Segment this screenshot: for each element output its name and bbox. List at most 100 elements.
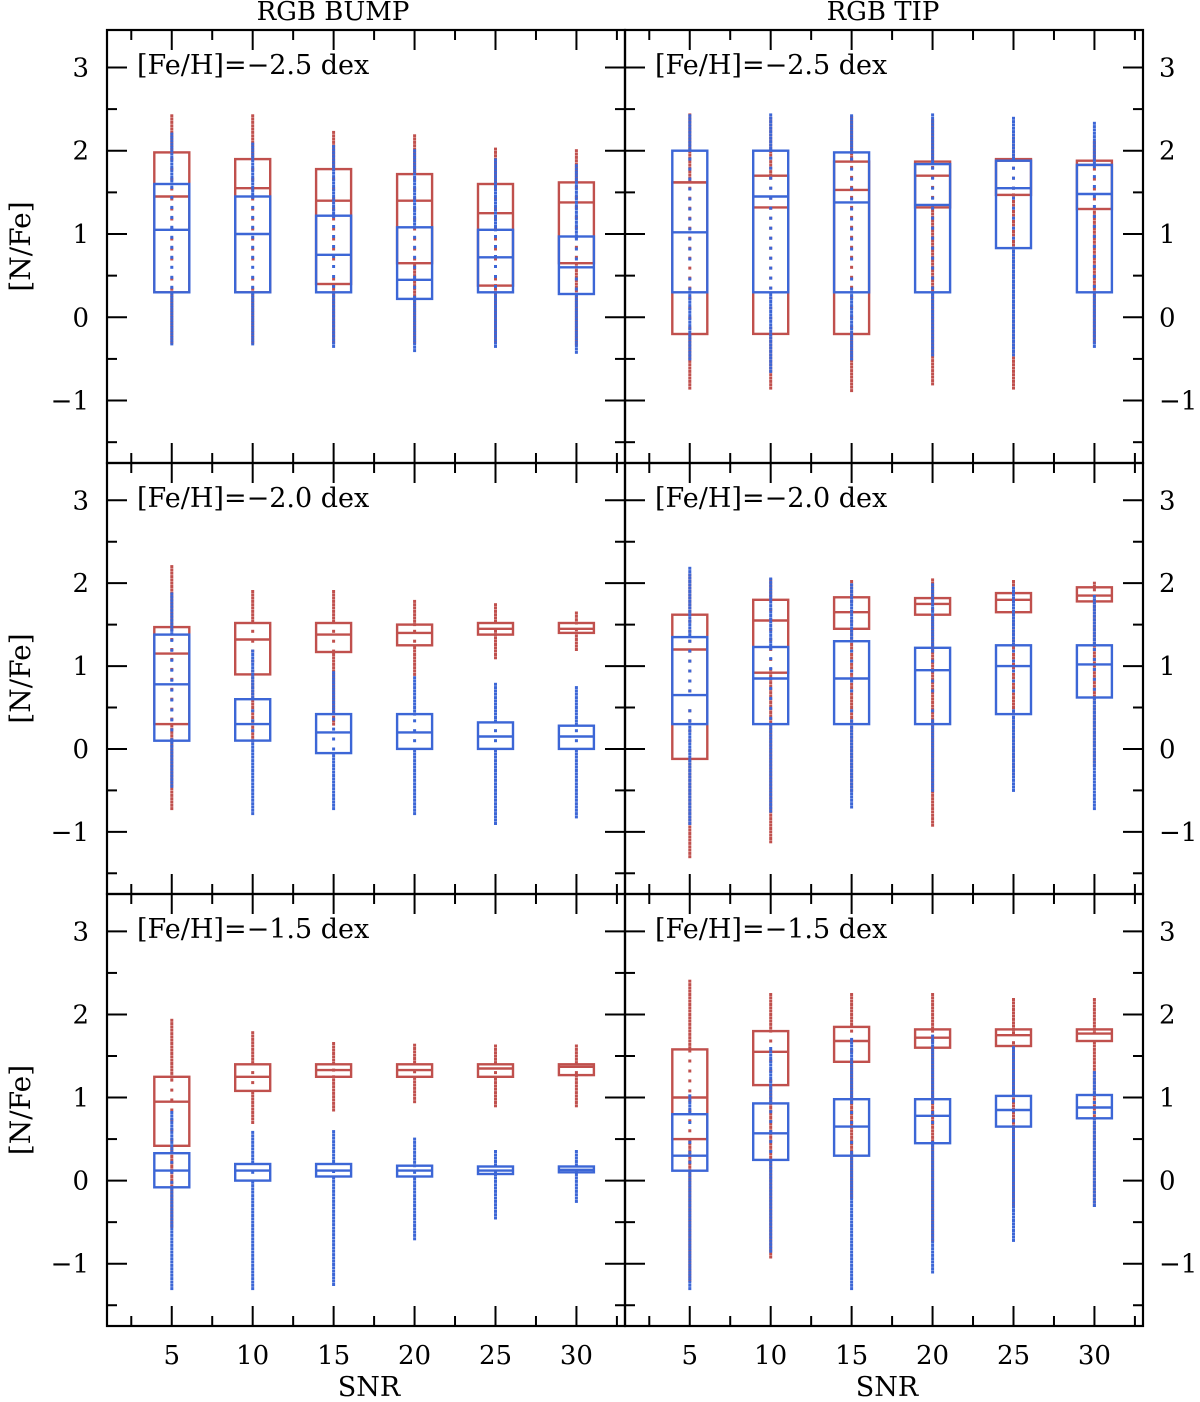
outlier-point xyxy=(251,1051,255,1055)
outlier-point xyxy=(931,616,935,620)
outlier-point xyxy=(1012,1114,1015,1118)
outlier-point xyxy=(170,310,174,314)
x-tick-label: 20 xyxy=(398,1341,431,1371)
outlier-point xyxy=(688,818,692,822)
outlier-point xyxy=(574,200,578,204)
outlier-point xyxy=(850,385,854,389)
outlier-point xyxy=(769,160,773,164)
outlier-point xyxy=(574,167,578,171)
outlier-point xyxy=(413,205,417,209)
outlier-point xyxy=(850,235,854,239)
y-tick-label: 3 xyxy=(1159,917,1176,947)
outlier-point xyxy=(332,800,336,804)
outlier-point xyxy=(769,1073,773,1077)
outlier-point xyxy=(332,596,336,600)
outlier-point xyxy=(413,599,417,603)
outlier-point xyxy=(931,583,935,587)
outlier-point xyxy=(931,760,935,764)
outlier-point xyxy=(931,333,935,337)
outlier-point xyxy=(494,686,497,690)
outlier-point xyxy=(769,1152,773,1156)
outlier-point xyxy=(931,1194,935,1198)
outlier-point xyxy=(850,1076,854,1080)
outlier-point xyxy=(931,1214,935,1217)
outlier-point xyxy=(688,609,692,613)
outlier-point xyxy=(332,235,336,238)
outlier-point xyxy=(931,624,935,628)
outlier-point xyxy=(931,1094,935,1098)
outlier-point xyxy=(688,845,692,849)
outlier-point xyxy=(332,694,336,698)
outlier-point xyxy=(413,1147,417,1151)
x-tick-label: 25 xyxy=(479,1341,512,1371)
outlier-point xyxy=(769,329,773,333)
outlier-point xyxy=(769,696,773,700)
outlier-point xyxy=(931,1076,935,1080)
outlier-point xyxy=(332,1052,336,1055)
outlier-point xyxy=(850,372,854,376)
outlier-point xyxy=(850,616,854,620)
outlier-point xyxy=(1012,742,1015,746)
outlier-point xyxy=(850,245,854,249)
outlier-point xyxy=(413,274,417,278)
outlier-point xyxy=(688,1179,692,1183)
outlier-point xyxy=(688,217,692,221)
outlier-point xyxy=(769,691,773,695)
outlier-point xyxy=(413,134,417,138)
outlier-point xyxy=(850,765,854,769)
outlier-point xyxy=(332,1105,336,1109)
outlier-point xyxy=(1012,656,1015,660)
outlier-point xyxy=(850,759,854,763)
outlier-point xyxy=(931,803,935,807)
outlier-point xyxy=(931,634,935,638)
outlier-point xyxy=(1012,1172,1015,1176)
outlier-point xyxy=(251,795,255,799)
outlier-point xyxy=(1012,1204,1015,1207)
outlier-point xyxy=(574,159,578,163)
y-tick-label: 0 xyxy=(1159,1167,1176,1197)
outlier-point xyxy=(332,298,336,302)
outlier-point xyxy=(769,359,773,363)
outlier-point xyxy=(332,780,336,784)
outlier-point xyxy=(1092,314,1096,318)
outlier-point xyxy=(413,314,417,318)
outlier-point xyxy=(688,1260,692,1264)
outlier-point xyxy=(931,1081,935,1085)
outlier-point xyxy=(494,237,497,241)
outlier-point xyxy=(931,212,935,216)
outlier-point xyxy=(413,749,417,753)
outlier-point xyxy=(931,1165,935,1169)
outlier-point xyxy=(574,1163,578,1167)
outlier-point xyxy=(850,745,854,749)
outlier-point xyxy=(931,130,935,134)
outlier-point xyxy=(931,1162,935,1166)
outlier-point xyxy=(850,1220,854,1224)
outlier-point xyxy=(688,573,692,577)
outlier-point xyxy=(574,1179,578,1183)
x-tick-label: 15 xyxy=(317,1341,350,1371)
outlier-point xyxy=(769,346,773,350)
outlier-point xyxy=(850,1159,854,1163)
outlier-point xyxy=(931,186,935,190)
outlier-point xyxy=(850,666,854,670)
outlier-point xyxy=(413,659,417,663)
outlier-point xyxy=(769,773,773,777)
outlier-point xyxy=(1012,290,1015,293)
outlier-point xyxy=(931,1174,935,1178)
outlier-point xyxy=(494,287,497,291)
outlier-point xyxy=(574,225,578,229)
outlier-point xyxy=(494,716,497,719)
outlier-point xyxy=(251,805,255,809)
outlier-point xyxy=(931,1132,935,1136)
outlier-point xyxy=(769,1050,773,1054)
outlier-point xyxy=(931,375,935,379)
outlier-point xyxy=(1012,263,1015,267)
outlier-point xyxy=(1012,653,1015,656)
outlier-point xyxy=(170,678,174,682)
outlier-point xyxy=(1012,1071,1015,1075)
outlier-point xyxy=(170,342,174,346)
outlier-point xyxy=(251,1121,255,1124)
outlier-point xyxy=(251,702,255,706)
outlier-point xyxy=(413,1204,417,1207)
outlier-point xyxy=(1012,1111,1015,1114)
